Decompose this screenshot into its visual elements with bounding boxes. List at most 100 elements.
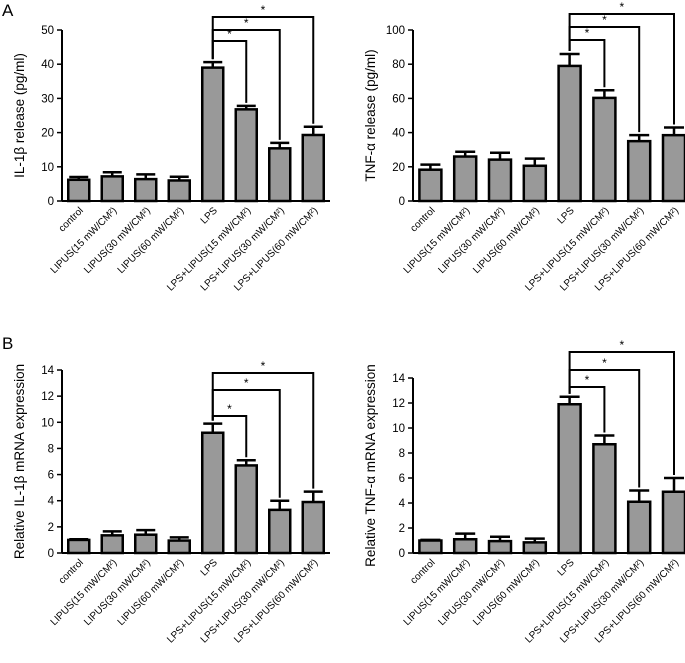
- bar: [522, 541, 548, 555]
- y-tick-label: 8: [399, 448, 405, 460]
- y-axis-label: TNF-α release (pg/ml): [363, 49, 378, 181]
- bar: [626, 139, 652, 203]
- y-axis-label: Relative IL-1β mRNA expression: [12, 364, 27, 559]
- y-tick-label: 30: [41, 93, 54, 105]
- y-tick-label: 10: [41, 162, 54, 174]
- y-tick-label: 14: [41, 365, 54, 377]
- x-category-label: LIPUS(30 mW/CM²): [436, 205, 507, 276]
- significance-bracket: [211, 372, 315, 489]
- chart-tnfa-release: 0 20 40 60 80 100 TNF-α release (pg/ml) control…: [363, 0, 685, 293]
- y-axis-label: Relative TNF-α mRNA expression: [363, 364, 378, 567]
- y-tick-label: 50: [41, 25, 54, 37]
- x-category-label: LPS: [199, 557, 220, 578]
- y-tick-label: 0: [48, 196, 54, 208]
- bar: [234, 108, 258, 203]
- y-tick-label: 0: [48, 548, 54, 560]
- significance-star: *: [244, 16, 249, 30]
- bar: [418, 539, 443, 555]
- significance-star: *: [619, 338, 624, 352]
- bar: [268, 508, 292, 555]
- x-category-label: LPS: [556, 205, 577, 226]
- chart-il1b-mrna: 0 2 4 6 8 10 12 14 Relative IL-1β mRNA expressio…: [12, 359, 330, 645]
- significance-star: *: [261, 3, 266, 17]
- significance-star: *: [261, 359, 266, 373]
- significance-star: *: [585, 373, 590, 387]
- bar: [100, 175, 124, 203]
- bar: [301, 500, 325, 555]
- y-tick-label: 0: [399, 548, 405, 560]
- x-category-label: control: [57, 205, 86, 234]
- x-category-label: control: [409, 205, 438, 234]
- y-tick-label: 2: [48, 522, 54, 534]
- y-tick-label: 14: [392, 373, 405, 385]
- x-category-label: control: [57, 557, 86, 586]
- significance-star: *: [619, 0, 624, 14]
- y-tick-label: 10: [392, 423, 405, 435]
- bar: [522, 164, 548, 203]
- y-tick-label: 12: [41, 391, 54, 403]
- y-tick-label: 80: [392, 59, 405, 71]
- y-tick-label: 40: [41, 59, 54, 71]
- y-tick-label: 6: [48, 470, 54, 482]
- bar: [167, 179, 191, 203]
- y-tick-label: 60: [392, 93, 405, 105]
- y-tick-label: 10: [41, 417, 54, 429]
- bar: [201, 431, 225, 555]
- x-category-label: LPS: [556, 557, 577, 578]
- x-category-label: LIPUS(60 mW/CM²): [116, 205, 187, 276]
- bar: [592, 443, 617, 555]
- bar: [487, 158, 513, 203]
- x-category-label: LIPUS(60 mW/CM²): [471, 557, 542, 628]
- bar: [452, 538, 478, 555]
- x-category-label: LIPUS(60 mW/CM²): [116, 557, 187, 628]
- bar: [452, 155, 478, 203]
- bar: [487, 539, 513, 555]
- bar: [661, 490, 685, 555]
- significance-bracket: [568, 351, 675, 475]
- y-tick-label: 100: [386, 25, 405, 37]
- bar: [67, 178, 91, 203]
- bar: [234, 464, 258, 555]
- y-tick-label: 40: [392, 128, 405, 140]
- bar: [301, 133, 325, 203]
- bar: [134, 177, 158, 203]
- y-tick-label: 8: [48, 443, 54, 455]
- x-category-label: LIPUS(60 mW/CM²): [471, 205, 542, 276]
- bar: [661, 133, 685, 203]
- x-category-label: LPS: [199, 205, 220, 226]
- significance-star: *: [227, 402, 232, 416]
- y-tick-label: 20: [392, 162, 405, 174]
- x-category-label: control: [409, 557, 438, 586]
- chart-tnfa-mrna: 0 2 4 6 8 10 12 14 Relative TNF-α mRNA expressio…: [363, 338, 685, 645]
- bar: [268, 147, 292, 203]
- y-tick-label: 12: [392, 398, 405, 410]
- significance-star: *: [585, 26, 590, 40]
- x-category-label: LIPUS(30 mW/CM²): [436, 557, 507, 628]
- significance-bracket: [211, 16, 315, 124]
- panel-label-a: A: [2, 1, 14, 20]
- significance-star: *: [602, 356, 607, 370]
- chart-il1b-release: 0 10 20 30 40 50 IL-1β release (pg/ml) control L…: [12, 3, 330, 293]
- bar: [167, 539, 191, 555]
- bar: [418, 168, 443, 203]
- panel-label-b: B: [2, 334, 13, 353]
- y-tick-label: 20: [41, 128, 54, 140]
- significance-star: *: [244, 376, 249, 390]
- bar: [626, 500, 652, 555]
- y-tick-label: 6: [399, 473, 405, 485]
- bar: [557, 403, 582, 555]
- y-tick-label: 2: [399, 523, 405, 535]
- y-tick-label: 4: [48, 496, 55, 508]
- y-tick-label: 0: [399, 196, 405, 208]
- significance-star: *: [227, 27, 232, 41]
- bar: [592, 96, 617, 203]
- y-tick-label: 4: [399, 498, 406, 510]
- bar: [134, 533, 158, 555]
- bar: [201, 66, 225, 203]
- bar: [100, 534, 124, 555]
- significance-bracket: [568, 13, 675, 125]
- bar: [557, 64, 582, 203]
- x-category-label: LIPUS(15 mW/CM²): [402, 557, 473, 628]
- x-category-label: LIPUS(15 mW/CM²): [402, 205, 473, 276]
